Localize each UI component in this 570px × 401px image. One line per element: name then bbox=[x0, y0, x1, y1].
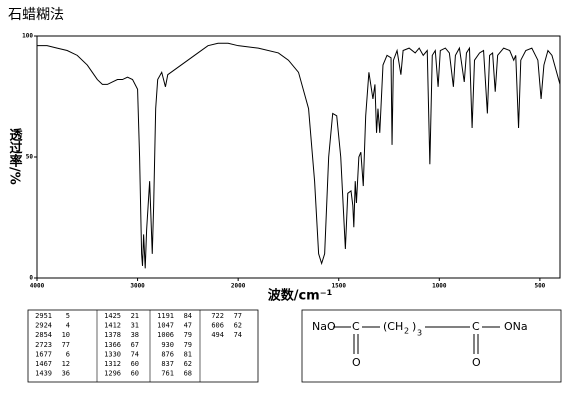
peak-transmittance: 12 bbox=[62, 360, 70, 368]
peak-transmittance: 79 bbox=[184, 331, 192, 339]
structure-text: O bbox=[352, 356, 361, 369]
peak-wavenumber: 837 bbox=[161, 360, 174, 368]
y-tick-label: 0 bbox=[29, 275, 33, 282]
spectrum-line bbox=[37, 42, 561, 269]
peak-transmittance: 21 bbox=[131, 312, 139, 320]
x-tick-label: 2000 bbox=[231, 283, 246, 290]
peak-wavenumber: 1296 bbox=[104, 370, 121, 378]
chart-title: 石蜡糊法 bbox=[8, 7, 64, 23]
x-axis-label: 波数/cm⁻¹ bbox=[268, 288, 333, 304]
peak-wavenumber: 1467 bbox=[35, 360, 52, 368]
peak-transmittance: 47 bbox=[184, 322, 192, 330]
peak-table-frame bbox=[27, 309, 259, 383]
structure-text: ) bbox=[412, 320, 416, 333]
structure-text: NaO bbox=[312, 320, 336, 333]
peak-transmittance: 84 bbox=[184, 312, 192, 320]
peak-transmittance: 62 bbox=[234, 322, 242, 330]
peak-wavenumber: 1312 bbox=[104, 360, 121, 368]
peak-wavenumber: 761 bbox=[161, 370, 174, 378]
y-tick-label: 100 bbox=[22, 33, 33, 40]
peak-transmittance: 10 bbox=[62, 331, 70, 339]
peak-wavenumber: 2951 bbox=[35, 312, 52, 320]
peak-transmittance: 6 bbox=[66, 350, 70, 358]
peak-wavenumber: 1425 bbox=[104, 312, 121, 320]
x-tick-label: 500 bbox=[534, 283, 545, 290]
peak-wavenumber: 1191 bbox=[157, 312, 174, 320]
y-axis-label: 透过率/% bbox=[7, 128, 23, 185]
peak-transmittance: 74 bbox=[234, 331, 242, 339]
peak-transmittance: 36 bbox=[62, 370, 70, 378]
x-tick-label: 3000 bbox=[130, 283, 145, 290]
structure-text: (CH bbox=[383, 320, 403, 333]
peak-wavenumber: 1330 bbox=[104, 350, 121, 358]
peak-transmittance: 60 bbox=[131, 370, 139, 378]
peak-wavenumber: 722 bbox=[211, 312, 224, 320]
peak-transmittance: 5 bbox=[66, 312, 70, 320]
structure-text: O bbox=[472, 356, 481, 369]
x-tick-label: 1000 bbox=[432, 283, 447, 290]
peak-wavenumber: 930 bbox=[161, 341, 174, 349]
peak-transmittance: 67 bbox=[131, 341, 139, 349]
peak-transmittance: 79 bbox=[184, 341, 192, 349]
structure-text: 3 bbox=[417, 329, 422, 338]
structure: NaO C (CH 2 ) 3 C ONa O O bbox=[301, 309, 562, 383]
y-tick-label: 50 bbox=[26, 154, 34, 161]
x-tick-label: 4000 bbox=[30, 283, 45, 290]
peak-transmittance: 68 bbox=[184, 370, 192, 378]
peak-wavenumber: 1378 bbox=[104, 331, 121, 339]
peak-wavenumber: 2723 bbox=[35, 341, 52, 349]
peak-wavenumber: 876 bbox=[161, 350, 174, 358]
structure-text: C bbox=[472, 320, 480, 333]
peak-transmittance: 60 bbox=[131, 360, 139, 368]
peak-transmittance: 77 bbox=[234, 312, 242, 320]
peak-wavenumber: 494 bbox=[211, 331, 224, 339]
peak-transmittance: 31 bbox=[131, 322, 139, 330]
peak-wavenumber: 1366 bbox=[104, 341, 121, 349]
peak-transmittance: 38 bbox=[131, 331, 139, 339]
structure-text: 2 bbox=[404, 327, 409, 336]
peak-transmittance: 81 bbox=[184, 350, 192, 358]
peak-wavenumber: 1006 bbox=[157, 331, 174, 339]
peak-wavenumber: 1412 bbox=[104, 322, 121, 330]
peak-transmittance: 62 bbox=[184, 360, 192, 368]
peak-wavenumber: 606 bbox=[211, 322, 224, 330]
structure-text: ONa bbox=[504, 320, 528, 333]
peak-wavenumber: 2924 bbox=[35, 322, 52, 330]
peak-wavenumber: 1047 bbox=[157, 322, 174, 330]
peak-transmittance: 74 bbox=[131, 350, 139, 358]
x-tick-label: 1500 bbox=[332, 283, 347, 290]
structure-frame bbox=[301, 309, 562, 383]
peak-transmittance: 77 bbox=[62, 341, 70, 349]
peak-wavenumber: 1677 bbox=[35, 350, 52, 358]
peak-wavenumber: 2854 bbox=[35, 331, 52, 339]
structure-text: C bbox=[352, 320, 360, 333]
peak-transmittance: 4 bbox=[66, 322, 70, 330]
peak-wavenumber: 1439 bbox=[35, 370, 52, 378]
